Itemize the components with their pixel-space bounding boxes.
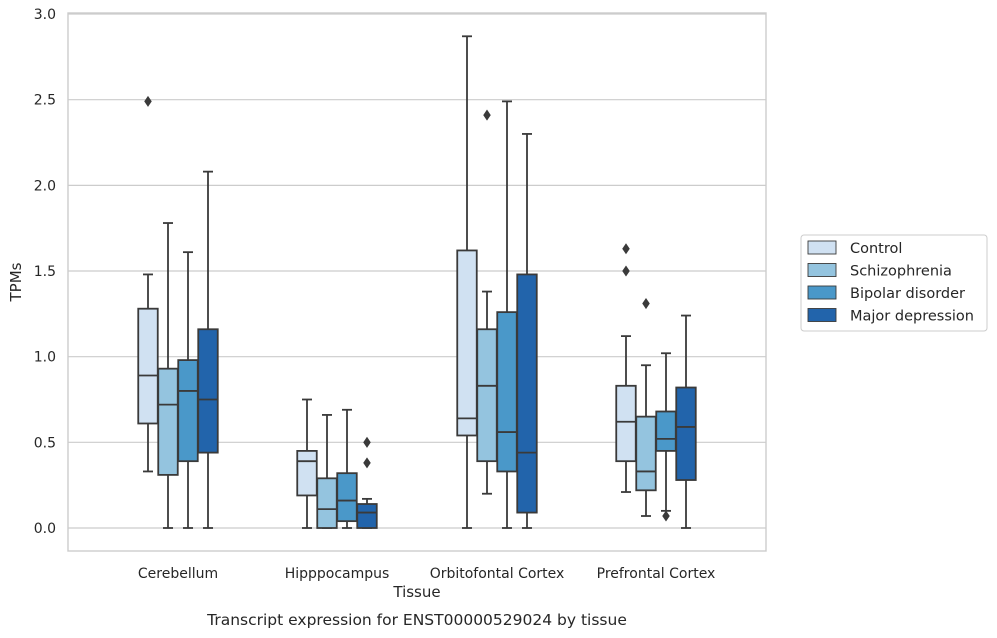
outlier-point [622, 265, 630, 277]
x-tick-label: Hipppocampus [285, 566, 390, 582]
y-tick-label: 0.5 [34, 435, 56, 451]
legend-swatch [807, 308, 837, 322]
legend-label: Bipolar disorder [850, 286, 965, 302]
outlier-point [642, 298, 650, 310]
box-body [675, 386, 697, 481]
box-body [456, 249, 478, 437]
box-body [157, 367, 179, 476]
box-body [496, 311, 518, 473]
box-major-depression [356, 436, 378, 529]
x-tick-label: Orbitofontal Cortex [430, 566, 565, 582]
y-axis-label: TPMs [7, 262, 25, 302]
box-body [635, 415, 657, 492]
box-body [197, 328, 219, 454]
legend: Control Schizophrenia Bipolar disorder Majo… [800, 234, 988, 332]
box-body [516, 273, 538, 514]
y-axis-ticks: 0.0 0.5 1.0 1.5 2.0 2.5 3.0 [34, 7, 56, 537]
box-body [296, 450, 318, 497]
box-groups [137, 35, 697, 529]
y-tick-label: 2.5 [34, 93, 56, 109]
box-body [615, 384, 637, 463]
legend-frame [800, 234, 988, 332]
chart-caption: Transcript expression for ENST0000052902… [206, 611, 627, 629]
legend-label: Control [850, 241, 902, 257]
box-schizophrenia [635, 298, 657, 517]
box-body [137, 307, 159, 425]
x-axis-label: Tissue [392, 583, 440, 601]
x-axis-ticks: Cerebellum Hipppocampus Orbitofontal Corte… [138, 566, 715, 582]
box-control [137, 95, 159, 473]
outlier-point [144, 95, 152, 107]
y-tick-label: 0.0 [34, 521, 56, 537]
outlier-point [483, 109, 491, 121]
x-tick-label: Prefrontal Cortex [597, 566, 716, 582]
outlier-point [363, 457, 371, 469]
box-body [177, 359, 199, 463]
x-tick-label: Cerebellum [138, 566, 218, 582]
box-body [655, 410, 677, 452]
outlier-point [662, 510, 670, 522]
box-body [356, 503, 378, 529]
box-control [296, 398, 318, 529]
box-body [336, 472, 358, 523]
y-tick-label: 1.0 [34, 350, 56, 366]
box-bipolar-disorder [496, 100, 518, 529]
box-major-depression [197, 170, 219, 529]
box-major-depression [675, 314, 697, 529]
y-tick-label: 3.0 [34, 7, 56, 23]
box-bipolar-disorder [655, 352, 677, 522]
box-body [316, 477, 338, 529]
plot-frame [67, 12, 767, 552]
legend-swatch [807, 263, 837, 277]
y-tick-label: 2.0 [34, 178, 56, 194]
box-body [476, 328, 498, 463]
box-major-depression [516, 133, 538, 529]
outlier-point [622, 243, 630, 255]
box-bipolar-disorder [336, 408, 358, 529]
legend-swatch [807, 240, 837, 255]
box-bipolar-disorder [177, 251, 199, 529]
legend-swatch [807, 285, 837, 300]
outlier-point [363, 436, 371, 448]
legend-label: Major depression [850, 309, 974, 325]
y-tick-label: 1.5 [34, 264, 56, 280]
legend-label: Schizophrenia [850, 264, 952, 280]
